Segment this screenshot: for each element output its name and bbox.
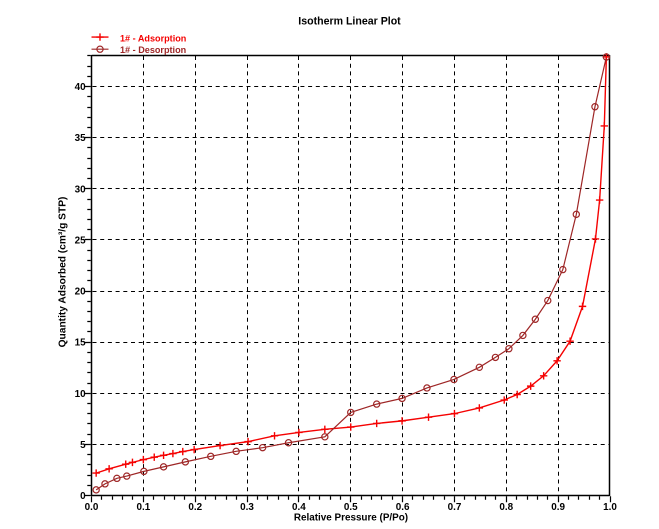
svg-text:0.6: 0.6: [396, 502, 410, 513]
svg-text:40: 40: [75, 82, 86, 93]
svg-text:0.9: 0.9: [551, 502, 565, 513]
svg-text:0.8: 0.8: [499, 502, 513, 513]
svg-text:Isotherm Linear Plot: Isotherm Linear Plot: [298, 16, 401, 28]
svg-text:25: 25: [75, 235, 86, 246]
svg-text:20: 20: [75, 287, 86, 298]
svg-text:1# - Adsorption: 1# - Adsorption: [120, 33, 186, 43]
svg-text:Relative Pressure (P/Po): Relative Pressure (P/Po): [294, 512, 408, 523]
svg-text:35: 35: [75, 133, 86, 144]
svg-text:0.0: 0.0: [85, 502, 99, 513]
svg-text:0.5: 0.5: [344, 502, 358, 513]
svg-text:1.0: 1.0: [603, 502, 617, 513]
svg-text:30: 30: [75, 184, 86, 195]
svg-text:0.2: 0.2: [188, 502, 202, 513]
svg-text:Quantity Adsorbed (cm³/g STP): Quantity Adsorbed (cm³/g STP): [57, 197, 68, 348]
svg-text:0.7: 0.7: [448, 502, 462, 513]
svg-text:1# - Desorption: 1# - Desorption: [120, 45, 186, 55]
svg-text:5: 5: [80, 440, 86, 451]
svg-text:0.4: 0.4: [292, 502, 306, 513]
svg-text:0.1: 0.1: [136, 502, 150, 513]
svg-text:15: 15: [75, 338, 86, 349]
svg-text:10: 10: [75, 389, 86, 400]
svg-text:0.3: 0.3: [240, 502, 254, 513]
svg-text:0: 0: [80, 491, 86, 502]
